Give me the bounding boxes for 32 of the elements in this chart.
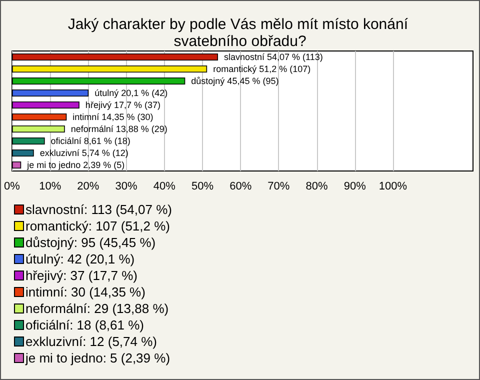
- data-label: neformální 13,88 % (29): [70, 124, 168, 134]
- legend-label: oficiální: 18 (8,61 %): [26, 318, 144, 332]
- legend-label: důstojný: 95 (45,45 %): [26, 235, 156, 250]
- x-tick-label: 60%: [230, 180, 252, 192]
- data-label: exkluzivní 5,74 % (12): [40, 148, 128, 158]
- legend-label: romantický: 107 (51,2 %): [26, 218, 170, 234]
- data-label: hřejivý 17,7 % (37): [85, 100, 160, 110]
- chart-title: Jaký charakter by podle Vás mělo mít místo konání svatebního obřadu?: [68, 16, 412, 50]
- x-tick-label: 10%: [39, 180, 62, 192]
- legend-label: je mi to jedno: 5 (2,39 %): [24, 350, 170, 366]
- x-tick-label: 50%: [191, 180, 214, 192]
- data-label: důstojný 45,45 % (95): [191, 76, 279, 86]
- x-tick-label: 30%: [115, 180, 138, 192]
- x-tick-label: 100%: [378, 180, 408, 192]
- data-label: romantický 51,2 % (107): [213, 64, 311, 74]
- x-tick-label: 0%: [4, 180, 20, 192]
- data-label: je mi to jedno 2,39 % (5): [26, 160, 125, 170]
- legend-label: intimní: 30 (14,35 %): [26, 284, 146, 300]
- x-tick-label: 90%: [344, 180, 366, 192]
- legend-label: slavnostní: 113 (54,07 %): [26, 202, 172, 217]
- x-tick-label: 20%: [77, 180, 100, 192]
- x-tick-label: 70%: [268, 180, 290, 192]
- data-label: oficiální 8,61 % (18): [50, 136, 130, 146]
- legend-label: hřejivý: 37 (17,7 %): [26, 268, 138, 283]
- x-tick-label: 40%: [153, 180, 176, 192]
- data-label: slavnostní 54,07 % (113): [224, 52, 323, 62]
- data-label: útulný 20,1 % (42): [94, 88, 168, 98]
- legend-label: exkluzivní: 12 (5,74 %): [26, 334, 158, 349]
- data-label: intimní 14,35 % (30): [72, 112, 154, 122]
- legend-label: neformální: 29 (13,88 %): [26, 301, 169, 316]
- legend-label: útulný: 42 (20,1 %): [26, 252, 135, 266]
- x-tick-label: 80%: [306, 180, 328, 192]
